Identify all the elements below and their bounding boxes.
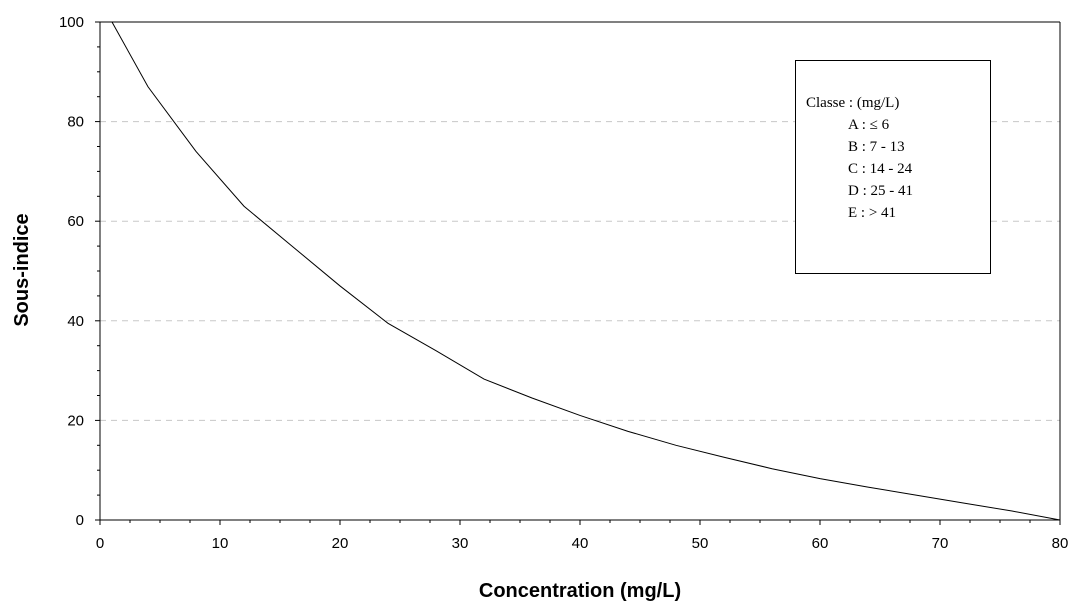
y-tick-label-80: 80 bbox=[67, 114, 84, 131]
legend-item-d: D : 25 - 41 bbox=[848, 183, 913, 199]
y-tick-label-60: 60 bbox=[67, 213, 84, 230]
y-tick-label-20: 20 bbox=[67, 412, 84, 429]
y-tick-label-40: 40 bbox=[67, 313, 84, 330]
x-tick-label-50: 50 bbox=[692, 535, 709, 552]
x-tick-label-70: 70 bbox=[932, 535, 949, 552]
y-tick-label-100: 100 bbox=[59, 14, 84, 31]
legend-item-a: A : ≤ 6 bbox=[848, 117, 890, 133]
legend-title: Classe : (mg/L) bbox=[806, 95, 900, 111]
legend-box: Classe : (mg/L) A : ≤ 6 B : 7 - 13 C : 1… bbox=[795, 60, 991, 274]
x-tick-label-60: 60 bbox=[812, 535, 829, 552]
y-tick-label-0: 0 bbox=[76, 512, 84, 529]
legend-item-b: B : 7 - 13 bbox=[848, 139, 905, 155]
series bbox=[111, 21, 1061, 521]
x-tick-label-10: 10 bbox=[212, 535, 229, 552]
x-tick-label-30: 30 bbox=[452, 535, 469, 552]
tick-labels: 0 20 40 60 80 100 0 10 20 30 40 50 60 70 80 bbox=[59, 14, 1068, 552]
x-tick-label-20: 20 bbox=[332, 535, 349, 552]
x-tick-label-40: 40 bbox=[572, 535, 589, 552]
x-tick-label-0: 0 bbox=[96, 535, 104, 552]
x-tick-label-80: 80 bbox=[1052, 535, 1069, 552]
tick-marks bbox=[95, 21, 1061, 525]
series-line-0 bbox=[111, 21, 1061, 521]
x-axis-title: Concentration (mg/L) bbox=[479, 580, 681, 602]
legend-item-e: E : > 41 bbox=[848, 205, 897, 221]
y-axis-title: Sous-indice bbox=[11, 213, 33, 326]
legend-item-c: C : 14 - 24 bbox=[848, 161, 913, 177]
